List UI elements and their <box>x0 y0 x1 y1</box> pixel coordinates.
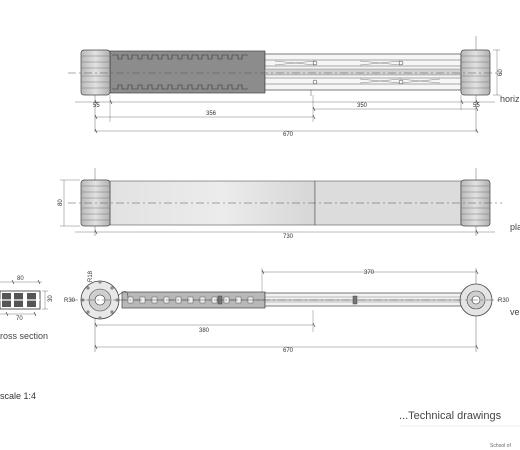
dim-730: 730 <box>283 234 294 240</box>
page-title: ...Technical drawings <box>399 410 502 422</box>
dim-80-cs: 80 <box>17 276 24 282</box>
dim-r18: R18 <box>88 270 94 282</box>
cross-section-view: 80 30 70 ross section <box>0 276 54 341</box>
horizontal-view: 60 55 55 356 350 670 horiz <box>68 36 520 138</box>
dim-350: 350 <box>357 103 368 109</box>
dim-370: 370 <box>364 270 375 276</box>
label-plan: pla <box>510 222 520 232</box>
vertical-view: R18 R30 R30 370 380 670 ve <box>64 268 520 354</box>
plan-view: 80 730 pla <box>58 168 520 240</box>
left-end-cap <box>80 49 111 96</box>
dim-356: 356 <box>206 111 217 117</box>
dim-r30-left: R30 <box>64 298 76 304</box>
dim-30-cs: 30 <box>48 295 54 302</box>
dim-380: 380 <box>199 328 210 334</box>
right-end-cap <box>460 49 491 96</box>
label-vertical: ve <box>510 307 520 317</box>
dim-670-top: 670 <box>283 132 294 138</box>
dim-60-top: 60 <box>498 69 504 76</box>
scale-label: scale 1:4 <box>0 391 37 401</box>
dim-55-left: 55 <box>93 103 100 109</box>
dim-670-bottom: 670 <box>283 348 294 354</box>
dim-80-plan: 80 <box>58 199 64 206</box>
dim-70-cs: 70 <box>16 316 23 322</box>
dim-r30-right: R30 <box>498 298 510 304</box>
dim-55-right: 55 <box>473 103 480 109</box>
school-label: School of <box>490 443 511 449</box>
label-cross-section: ross section <box>0 331 48 341</box>
label-horizontal: horiz <box>500 94 520 104</box>
